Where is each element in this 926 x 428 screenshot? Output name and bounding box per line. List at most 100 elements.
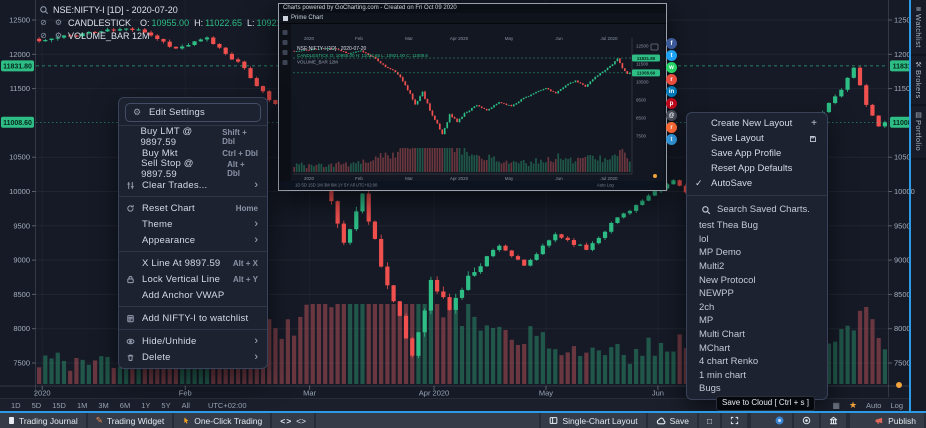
panel-tab-brokers[interactable]: ⚒ Brokers — [911, 55, 926, 107]
svg-text:12500: 12500 — [636, 44, 649, 49]
share-reddit-icon[interactable]: r — [666, 74, 677, 85]
svg-text:VOLUME_BAR 12M: VOLUME_BAR 12M — [297, 60, 338, 65]
range-button-5y[interactable]: 5Y — [161, 401, 171, 410]
journal-icon — [8, 416, 15, 425]
menu-item-sell-stop-9897-59[interactable]: Sell Stop @ 9897.59 Alt + Dbl — [119, 158, 267, 180]
range-button-all[interactable]: All — [181, 401, 190, 410]
menu-item-theme[interactable]: Theme › — [119, 216, 267, 232]
time-axis: 2020 Feb Mar Apr 2020 May Jun — [34, 386, 664, 398]
sliders-icon — [126, 181, 142, 190]
saved-chart-lol[interactable]: lol — [699, 233, 709, 245]
menu-item-x-line-at-9897-59[interactable]: X Line At 9897.59 Alt + X — [119, 255, 267, 271]
share-telegram-icon[interactable]: t — [666, 134, 677, 145]
svg-text:Jul 2020: Jul 2020 — [600, 36, 618, 41]
saved-chart-multi-chart[interactable]: Multi Chart — [699, 329, 745, 341]
menu-item-hide-unhide[interactable]: Hide/Unhide › — [119, 333, 267, 349]
svg-text:Jun: Jun — [555, 36, 563, 41]
layout-menu-item-save-app-profile[interactable]: Save App Profile — [687, 146, 827, 161]
range-button-6m[interactable]: 6M — [119, 401, 131, 410]
range-button-1d[interactable]: 1D — [11, 401, 21, 410]
columns-button[interactable] — [821, 413, 849, 428]
menu-item-buy-lmt-9897-59[interactable]: Buy LMT @ 9897.59 Shift + Dbl — [119, 126, 267, 148]
hide-study-icon[interactable]: ⊘ — [40, 31, 47, 40]
saved-chart-2ch[interactable]: 2ch — [699, 301, 715, 313]
layout-menu-item-autosave[interactable]: ✓ AutoSave — [687, 176, 827, 191]
study-settings-icon[interactable]: ⚙ — [54, 31, 63, 40]
share-reddit-share-icon[interactable]: r — [666, 122, 677, 133]
saved-chart-test-thea-bug[interactable]: test Thea Bug — [699, 220, 758, 232]
camera-button[interactable] — [767, 413, 795, 428]
button-label: Trading Journal — [19, 415, 78, 426]
saved-chart-1-min-chart[interactable]: 1 min chart — [699, 369, 746, 381]
plus-icon: + — [811, 118, 817, 129]
range-button-3m[interactable]: 3M — [98, 401, 109, 410]
share-pinterest-icon[interactable]: p — [666, 98, 677, 109]
layout-menu-item-reset-app-defaults[interactable]: Reset App Defaults — [687, 161, 827, 176]
menu-item-lock-vertical-line[interactable]: Lock Vertical Line Alt + Y — [119, 271, 267, 287]
trading-widget-button[interactable]: ✎ Trading Widget — [88, 413, 175, 428]
publish-button[interactable]: Publish — [866, 413, 926, 428]
share-linkedin-icon[interactable]: in — [666, 86, 677, 97]
item-button[interactable]: <> <> — [272, 413, 317, 428]
share-email-icon[interactable]: @ — [666, 110, 677, 121]
menu-item-edit-settings[interactable]: ⚙ Edit Settings — [125, 103, 261, 122]
expand-button[interactable] — [722, 413, 750, 428]
toolbar-separator — [749, 413, 767, 428]
svg-text:May: May — [505, 36, 514, 41]
menu-item-buy-mkt[interactable]: Buy Mkt Ctrl + Dbl — [119, 145, 267, 161]
preview-title: Charts powered by GoCharting.com - Creat… — [279, 4, 666, 13]
menu-item-add-anchor-vwap[interactable]: Add Anchor VWAP — [119, 287, 267, 303]
saved-chart-mp[interactable]: MP — [699, 315, 714, 327]
bottom-toolbar: Trading Journal ✎ Trading Widget One-Click … — [0, 411, 926, 428]
study-settings-icon[interactable]: ⚙ — [54, 18, 63, 27]
saved-chart-mp-demo[interactable]: MP Demo — [699, 247, 742, 259]
magnifier-icon[interactable] — [38, 4, 49, 15]
share-facebook-icon[interactable]: f — [666, 38, 677, 49]
svg-text:11831.80: 11831.80 — [893, 64, 922, 71]
saved-chart-mchart[interactable]: MChart — [699, 342, 731, 354]
single-chart-layout-button[interactable]: Single-Chart Layout — [539, 413, 648, 428]
layout-menu-item-create-new-layout[interactable]: Create New Layout + — [687, 116, 827, 131]
menu-item-add-nifty-i-to-watchlist[interactable]: Add NIFTY-I to watchlist — [119, 310, 267, 326]
button-label: One-Click Trading — [194, 415, 263, 426]
saved-chart-multi2[interactable]: Multi2 — [699, 261, 725, 273]
menu-item-delete[interactable]: Delete › — [119, 349, 267, 365]
panel-tab-portfolio[interactable]: ▤ Portfolio — [911, 106, 926, 160]
share-whatsapp-icon[interactable]: w — [666, 62, 677, 73]
preview-tab-label[interactable]: Prime Chart — [291, 15, 324, 21]
panel-tab-watchlist[interactable]: ≣ Watchlist — [911, 0, 926, 56]
layout-menu-item-save-layout[interactable]: Save Layout — [687, 131, 827, 146]
saved-charts-search[interactable]: Search Saved Charts. — [687, 200, 827, 219]
square-button[interactable]: □ — [699, 413, 723, 428]
menu-item-appearance[interactable]: Appearance › — [119, 232, 267, 248]
layout-icon — [549, 416, 558, 425]
menu-item-clear-trades[interactable]: Clear Trades... › — [119, 177, 267, 193]
range-button-1y[interactable]: 1Y — [141, 401, 151, 410]
hide-study-icon[interactable]: ⊘ — [40, 18, 47, 27]
range-button-15d[interactable]: 15D — [52, 401, 66, 410]
grid-toggle-icon[interactable]: ▦ — [832, 401, 840, 410]
timezone-label[interactable]: UTC+02:00 — [207, 401, 247, 410]
saved-chart-bugs[interactable]: Bugs — [699, 383, 721, 395]
square-icon: □ — [706, 415, 713, 426]
price-axes: 12500 12500 12000 12000 11500 11500 10500 10500… — [0, 0, 915, 397]
range-button-1m[interactable]: 1M — [76, 401, 88, 410]
menu-section: Reset Chart Home Theme › Appearance › — [119, 196, 267, 248]
svg-text:CANDLESTICK O: 10955.00 H: 110: CANDLESTICK O: 10955.00 H: 11022.65 L: 1… — [297, 53, 428, 58]
save-button[interactable]: Save — [648, 413, 699, 428]
share-twitter-icon[interactable]: t — [666, 50, 677, 61]
saved-chart-4-chart-renko[interactable]: 4 chart Renko — [699, 356, 759, 368]
scale-toggle-log[interactable]: Log — [890, 401, 903, 410]
menu-item-label: Delete — [142, 351, 171, 363]
saved-chart-new-protocol[interactable]: New Protocol — [699, 274, 756, 286]
svg-text:10000: 10000 — [894, 187, 915, 196]
menu-item-reset-chart[interactable]: Reset Chart Home — [119, 200, 267, 216]
svg-text:10000: 10000 — [9, 187, 30, 196]
one-click-trading-button[interactable]: One-Click Trading — [174, 413, 273, 428]
trading-journal-button[interactable]: Trading Journal — [0, 413, 88, 428]
range-button-5d[interactable]: 5D — [31, 401, 42, 410]
scale-toggle-auto[interactable]: Auto — [866, 401, 882, 410]
saved-chart-newpp[interactable]: NEWPP — [699, 288, 734, 300]
target-button[interactable] — [794, 413, 822, 428]
favorite-star-icon[interactable]: ★ — [848, 400, 858, 410]
